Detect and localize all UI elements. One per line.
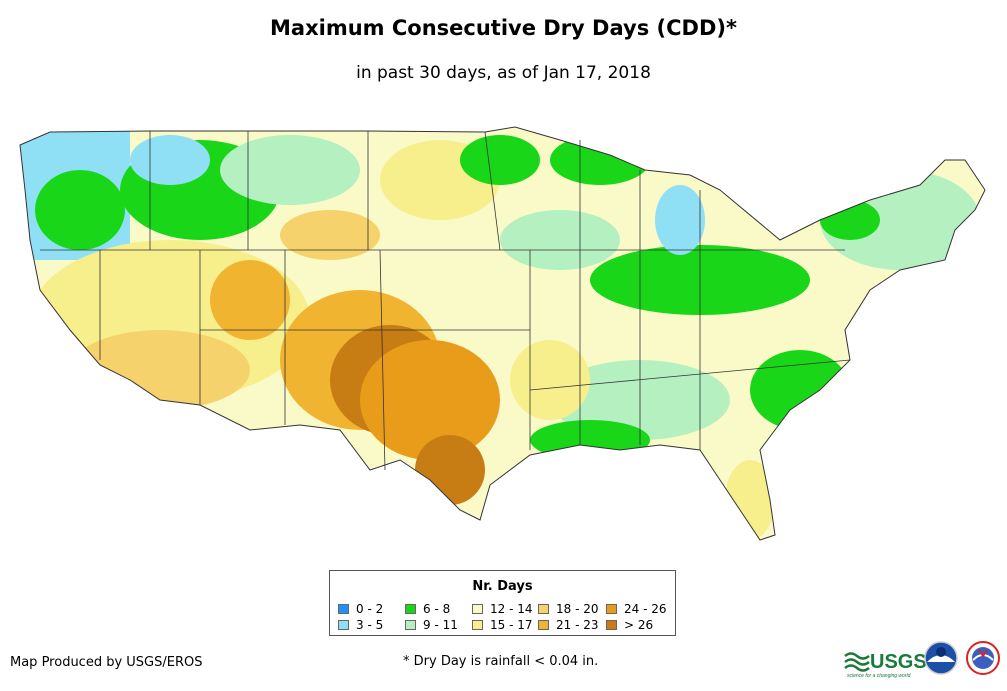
legend-label: 18 - 20: [556, 602, 599, 616]
nws-logo: [966, 641, 1000, 675]
usgs-logo: USGS science for a changing world: [844, 651, 927, 679]
legend-item: 15 - 17: [472, 618, 533, 632]
legend-box: Nr. Days 0 - 2 3 - 5 6 - 8 9 - 11 12 - 1…: [329, 570, 676, 636]
legend-item: 6 - 8: [405, 602, 450, 616]
legend-item: > 26: [606, 618, 653, 632]
legend-item: 12 - 14: [472, 602, 533, 616]
legend-item: 24 - 26: [606, 602, 667, 616]
cdd-map: [19, 126, 986, 541]
legend-label: 0 - 2: [356, 602, 384, 616]
legend-item: 18 - 20: [538, 602, 599, 616]
map-subtitle: in past 30 days, as of Jan 17, 2018: [356, 63, 651, 83]
agency-logos: USGS science for a changing world: [844, 641, 1000, 679]
legend-item: 3 - 5: [338, 618, 383, 632]
legend-swatch: [606, 604, 617, 614]
legend-label: 21 - 23: [556, 618, 599, 632]
legend-label: 15 - 17: [490, 618, 533, 632]
legend-swatch: [538, 620, 549, 630]
legend-label: 12 - 14: [490, 602, 533, 616]
legend-item: 9 - 11: [405, 618, 458, 632]
map-title: Maximum Consecutive Dry Days (CDD)*: [270, 16, 737, 40]
legend-label: > 26: [624, 618, 654, 632]
legend-label: 9 - 11: [423, 618, 458, 632]
legend-title: Nr. Days: [472, 579, 533, 594]
legend-swatch: [338, 604, 349, 614]
legend-swatch: [606, 620, 617, 630]
legend-swatch: [405, 604, 416, 614]
legend-label: 24 - 26: [624, 602, 667, 616]
legend-swatch: [472, 620, 483, 630]
map-credit: Map Produced by USGS/EROS: [10, 655, 203, 670]
legend-swatch: [405, 620, 416, 630]
legend-swatch: [338, 620, 349, 630]
legend-swatch: [472, 604, 483, 614]
legend-swatch: [538, 604, 549, 614]
usgs-logo-text: USGS: [870, 651, 927, 673]
legend-item: 0 - 2: [338, 602, 383, 616]
legend-item: 21 - 23: [538, 618, 599, 632]
legend-label: 6 - 8: [423, 602, 451, 616]
usgs-tagline: science for a changing world: [847, 673, 911, 679]
noaa-logo: [924, 641, 958, 675]
legend-label: 3 - 5: [356, 618, 384, 632]
dry-day-footnote: * Dry Day is rainfall < 0.04 in.: [403, 654, 599, 669]
